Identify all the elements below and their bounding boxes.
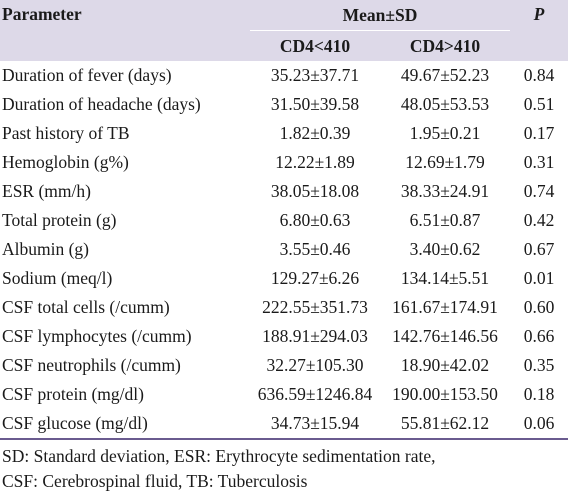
column-header-cd4-low: CD4<410: [250, 30, 380, 61]
cell-cd4-low: 636.59±1246.84: [257, 384, 373, 404]
table-row: Duration of headache (days) 31.50±39.58 48…: [0, 90, 568, 119]
cell-cd4-high: 38.33±24.91: [400, 181, 490, 201]
table-row: Sodium (meq/l) 129.27±6.26 134.14±5.51 0.01: [0, 264, 568, 293]
cell-cd4-low: 222.55±351.73: [262, 297, 368, 317]
table-row: Total protein (g) 6.80±0.63 6.51±0.87 0.42: [0, 206, 568, 235]
cell-parameter: Duration of headache (days): [2, 94, 201, 114]
cell-cd4-low: 38.05±18.08: [270, 181, 360, 201]
cell-parameter: Hemoglobin (g%): [2, 152, 129, 172]
cell-p-value: 0.60: [523, 297, 555, 317]
cell-p-value: 0.17: [523, 123, 555, 143]
table-row: CSF glucose (mg/dl) 34.73±15.94 55.81±62.1…: [0, 409, 568, 440]
table-row: CSF protein (mg/dl) 636.59±1246.84 190.00±…: [0, 380, 568, 409]
cell-p-value: 0.01: [523, 268, 555, 288]
cell-cd4-high: 49.67±52.23: [400, 65, 490, 85]
column-header-cd4-high: CD4>410: [380, 30, 510, 61]
table-body: Duration of fever (days) 35.23±37.71 49.67…: [0, 61, 568, 440]
table-row: CSF lymphocytes (/cumm) 188.91±294.03 142.…: [0, 322, 568, 351]
cell-p-value: 0.66: [523, 326, 555, 346]
cell-cd4-low: 188.91±294.03: [262, 326, 368, 346]
cell-parameter: Past history of TB: [2, 123, 130, 143]
table-row: Duration of fever (days) 35.23±37.71 49.67…: [0, 61, 568, 90]
cell-parameter: Albumin (g): [2, 239, 90, 259]
table-footnote: SD: Standard deviation, ESR: Erythrocyte…: [0, 440, 568, 494]
cell-p-value: 0.84: [523, 65, 555, 85]
cell-p-value: 0.74: [523, 181, 555, 201]
cell-cd4-low: 34.73±15.94: [250, 409, 380, 440]
cell-p-value: 0.51: [523, 94, 555, 114]
cell-cd4-high: 142.76±146.56: [392, 326, 498, 346]
cell-cd4-low: 1.82±0.39: [279, 123, 351, 143]
cell-parameter: CSF protein (mg/dl): [2, 384, 144, 404]
cell-parameter: Sodium (meq/l): [2, 268, 113, 288]
footnote-line: SD: Standard deviation, ESR: Erythrocyte…: [2, 446, 436, 466]
footnote-line: CSF: Cerebrospinal fluid, TB: Tuberculos…: [2, 471, 308, 491]
cell-cd4-high: 55.81±62.12: [380, 409, 510, 440]
cell-cd4-high: 161.67±174.91: [392, 297, 498, 317]
cell-p-value: 0.42: [523, 210, 555, 230]
cell-cd4-high: 18.90±42.02: [400, 355, 490, 375]
cell-cd4-low: 12.22±1.89: [275, 152, 355, 172]
cell-p-value: 0.35: [523, 355, 555, 375]
cell-p-value: 0.18: [523, 384, 555, 404]
cell-parameter: CSF glucose (mg/dl): [0, 409, 250, 440]
cell-cd4-low: 35.23±37.71: [270, 65, 360, 85]
cell-parameter: Duration of fever (days): [2, 65, 172, 85]
cell-p-value: 0.67: [523, 239, 555, 259]
cell-cd4-low: 129.27±6.26: [270, 268, 360, 288]
cell-parameter: ESR (mm/h): [2, 181, 91, 201]
table-row: Hemoglobin (g%) 12.22±1.89 12.69±1.79 0.31: [0, 148, 568, 177]
cell-cd4-high: 48.05±53.53: [400, 94, 490, 114]
column-header-mean-sd: Mean±SD: [250, 0, 510, 31]
cell-parameter: CSF lymphocytes (/cumm): [2, 326, 192, 346]
column-header-parameter: Parameter: [0, 0, 250, 61]
cell-p-value: 0.06: [510, 409, 568, 440]
cell-parameter: Total protein (g): [2, 210, 117, 230]
cell-cd4-low: 31.50±39.58: [270, 94, 360, 114]
cell-p-value: 0.31: [523, 152, 555, 172]
table-header: Parameter Mean±SD P CD4<410 CD4>410: [0, 0, 568, 61]
cell-parameter: CSF total cells (/cumm): [2, 297, 170, 317]
table-row: CSF neutrophils (/cumm) 32.27±105.30 18.90…: [0, 351, 568, 380]
table-row: Albumin (g) 3.55±0.46 3.40±0.62 0.67: [0, 235, 568, 264]
cell-cd4-low: 6.80±0.63: [279, 210, 351, 230]
cell-cd4-high: 190.00±153.50: [392, 384, 498, 404]
table-row: CSF total cells (/cumm) 222.55±351.73 161.…: [0, 293, 568, 322]
cell-cd4-high: 1.95±0.21: [409, 123, 481, 143]
table-row: Past history of TB 1.82±0.39 1.95±0.21 0.17: [0, 119, 568, 148]
cell-cd4-low: 3.55±0.46: [279, 239, 351, 259]
column-header-p: P: [510, 0, 568, 61]
cell-cd4-high: 12.69±1.79: [405, 152, 485, 172]
cell-cd4-high: 3.40±0.62: [409, 239, 481, 259]
table-row: ESR (mm/h) 38.05±18.08 38.33±24.91 0.74: [0, 177, 568, 206]
cell-parameter: CSF neutrophils (/cumm): [2, 355, 181, 375]
data-table: Parameter Mean±SD P CD4<410 CD4>410 Dura…: [0, 0, 568, 440]
cell-cd4-high: 6.51±0.87: [409, 210, 481, 230]
cell-cd4-low: 32.27±105.30: [266, 355, 364, 375]
cell-cd4-high: 134.14±5.51: [400, 268, 490, 288]
